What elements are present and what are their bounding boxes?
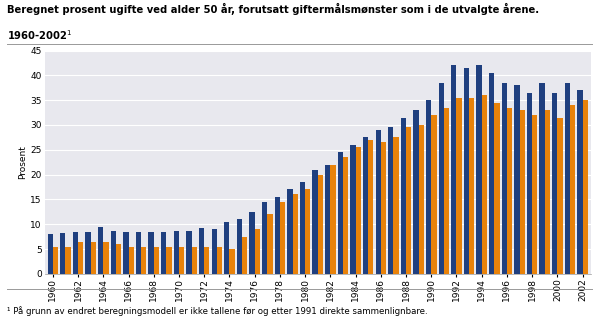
Bar [141,246,146,274]
Bar [577,90,583,274]
Bar [558,117,563,274]
Bar [262,202,267,274]
Bar [167,246,171,274]
Bar [48,234,53,274]
Bar [192,246,197,274]
Bar [494,103,500,274]
Text: ¹ På grunn av endret beregningsmodell er ikke tallene før og etter 1991 direkte : ¹ På grunn av endret beregningsmodell er… [7,306,428,316]
Bar [469,98,474,274]
Bar [356,147,361,274]
Text: 1960-2002$^{1}$: 1960-2002$^{1}$ [7,28,73,41]
Bar [293,194,298,274]
Bar [507,108,512,274]
Bar [375,130,381,274]
Bar [545,110,550,274]
Bar [65,246,71,274]
Bar [325,165,330,274]
Bar [426,100,431,274]
Bar [111,231,116,274]
Y-axis label: Prosent: Prosent [18,145,27,179]
Bar [60,233,65,274]
Bar [439,83,444,274]
Bar [527,93,532,274]
Bar [456,98,462,274]
Bar [104,242,108,274]
Bar [312,170,318,274]
Bar [53,246,58,274]
Bar [249,212,255,274]
Bar [98,227,104,274]
Bar [242,237,248,274]
Bar [237,219,242,274]
Bar [583,100,588,274]
Text: Beregnet prosent ugifte ved alder 50 år, forutsatt giftermålsmønster som i de ut: Beregnet prosent ugifte ved alder 50 år,… [7,3,539,15]
Bar [444,108,449,274]
Bar [280,202,285,274]
Bar [519,110,525,274]
Bar [451,66,456,274]
Bar [552,93,558,274]
Bar [482,95,487,274]
Bar [73,232,78,274]
Bar [570,105,575,274]
Bar [368,140,374,274]
Bar [565,83,570,274]
Bar [267,214,273,274]
Bar [154,246,159,274]
Bar [401,117,406,274]
Bar [85,232,90,274]
Bar [116,244,121,274]
Bar [393,137,399,274]
Bar [186,231,192,274]
Bar [414,110,419,274]
Bar [431,115,437,274]
Bar [274,197,280,274]
Bar [136,232,141,274]
Bar [287,189,293,274]
Bar [174,231,179,274]
Bar [514,85,519,274]
Bar [161,232,167,274]
Bar [90,242,96,274]
Bar [477,66,482,274]
Bar [363,137,368,274]
Bar [502,83,507,274]
Bar [211,229,217,274]
Bar [464,68,469,274]
Bar [337,152,343,274]
Bar [343,157,348,274]
Bar [199,228,204,274]
Bar [230,249,234,274]
Bar [489,73,494,274]
Bar [123,232,129,274]
Bar [540,83,545,274]
Bar [217,246,222,274]
Bar [255,229,260,274]
Bar [318,175,323,274]
Bar [381,142,386,274]
Bar [148,232,154,274]
Bar [419,125,424,274]
Bar [78,242,83,274]
Bar [300,182,305,274]
Bar [388,127,393,274]
Bar [532,115,537,274]
Bar [204,246,209,274]
Bar [406,127,411,274]
Bar [224,222,230,274]
Bar [179,246,184,274]
Bar [129,246,134,274]
Bar [350,145,356,274]
Bar [330,165,336,274]
Bar [305,189,311,274]
